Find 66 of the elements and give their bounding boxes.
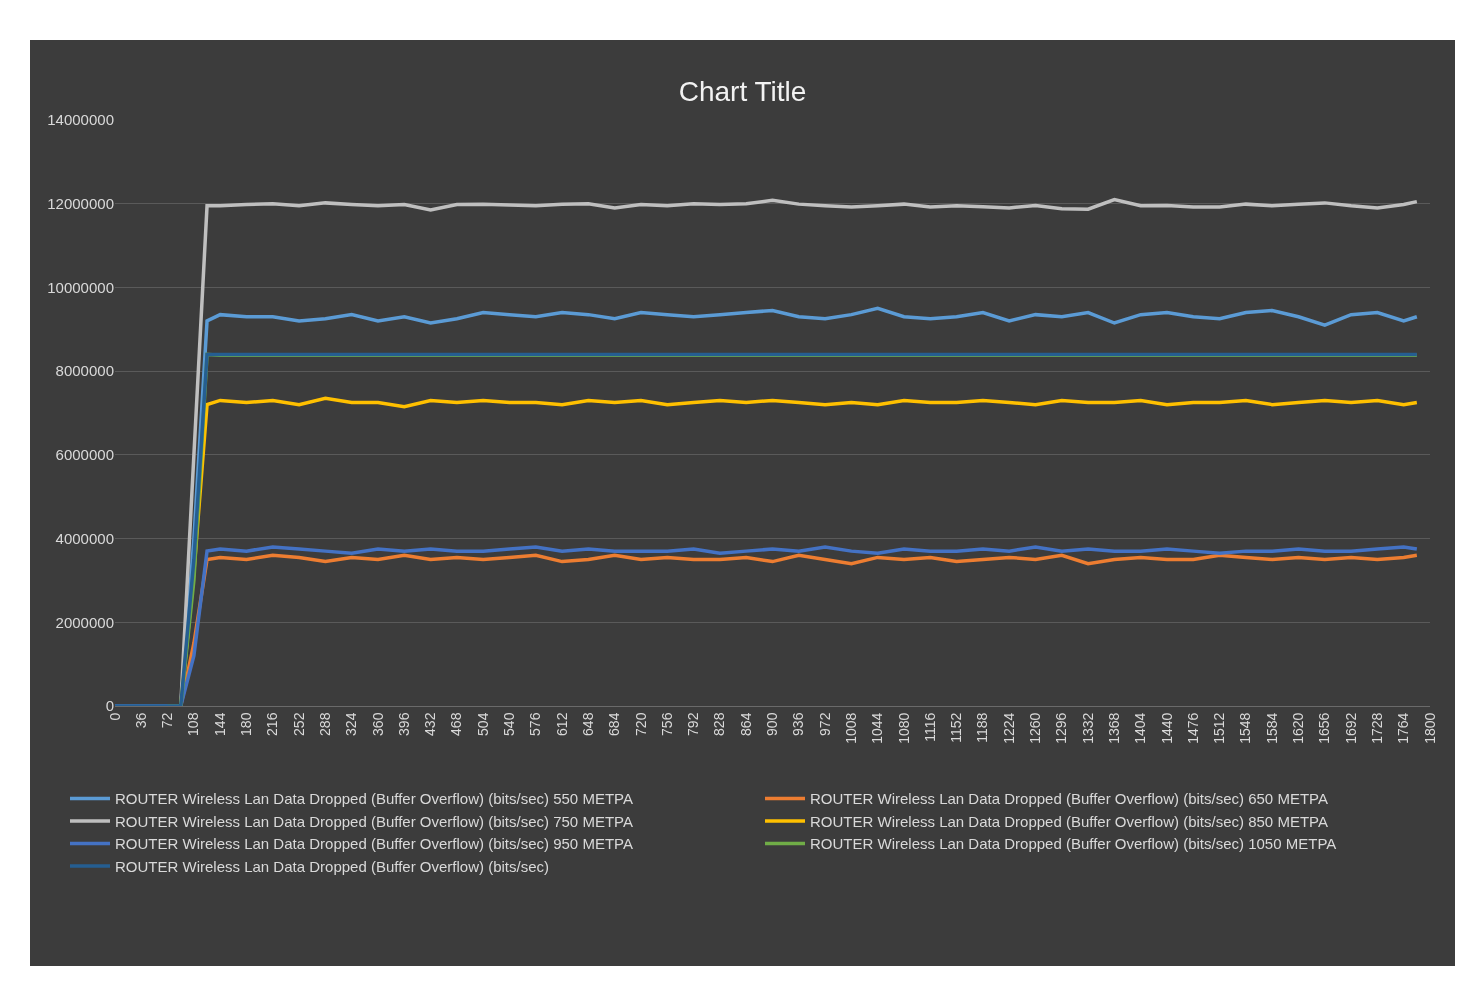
legend-label: ROUTER Wireless Lan Data Dropped (Buffer Overflow) (bits/sec) 950 METPA (115, 835, 633, 853)
y-tick-label: 12000000 (47, 194, 114, 212)
x-tick-label: 1728 (1368, 712, 1385, 744)
x-tick-label: 972 (816, 712, 833, 736)
legend-label: ROUTER Wireless Lan Data Dropped (Buffer Overflow) (bits/sec) 550 METPA (115, 790, 633, 808)
x-tick-label: 1044 (869, 712, 886, 744)
x-tick-label: 1224 (1000, 712, 1017, 744)
x-tick-label: 1368 (1105, 712, 1122, 744)
x-tick-label: 936 (790, 712, 807, 736)
x-tick-label: 324 (343, 712, 360, 736)
legend-label: ROUTER Wireless Lan Data Dropped (Buffer Overflow) (bits/sec) (115, 857, 550, 875)
x-tick-label: 1152 (948, 712, 965, 743)
x-tick-label: 648 (579, 712, 596, 736)
x-tick-label: 864 (737, 712, 754, 736)
legend-label: ROUTER Wireless Lan Data Dropped (Buffer Overflow) (bits/sec) 850 METPA (810, 812, 1328, 830)
x-tick-label: 1584 (1263, 712, 1280, 744)
x-tick-label: 36 (132, 712, 149, 729)
x-tick-label: 1764 (1395, 712, 1412, 744)
x-tick-label: 144 (211, 712, 228, 736)
x-tick-label: 1080 (895, 712, 912, 744)
x-tick-label: 720 (632, 712, 649, 736)
x-tick-label: 108 (185, 712, 202, 736)
x-tick-label: 1296 (1053, 712, 1070, 744)
x-tick-label: 612 (553, 712, 570, 736)
x-tick-label: 1116 (921, 712, 938, 742)
y-tick-label: 2000000 (55, 613, 114, 631)
x-tick-label: 396 (395, 712, 412, 736)
x-tick-label: 1332 (1079, 712, 1096, 744)
x-tick-label: 1692 (1342, 712, 1359, 744)
x-tick-label: 432 (422, 712, 439, 736)
x-tick-label: 0 (106, 712, 123, 721)
x-tick-label: 828 (711, 712, 728, 736)
x-tick-label: 900 (764, 712, 781, 736)
x-tick-label: 1008 (842, 712, 859, 744)
x-tick-label: 1260 (1027, 712, 1044, 744)
x-tick-label: 1404 (1132, 712, 1149, 744)
x-tick-label: 288 (316, 712, 333, 736)
x-tick-label: 468 (448, 712, 465, 736)
x-tick-label: 1656 (1316, 712, 1333, 744)
x-tick-label: 504 (474, 712, 491, 736)
y-tick-label: 4000000 (55, 529, 114, 547)
x-tick-label: 684 (606, 712, 623, 736)
x-tick-label: 252 (290, 712, 307, 736)
x-tick-label: 360 (369, 712, 386, 736)
x-tick-label: 1476 (1184, 712, 1201, 744)
x-tick-label: 576 (527, 712, 544, 736)
y-tick-label: 14000000 (47, 111, 114, 129)
x-tick-label: 756 (658, 712, 675, 736)
x-tick-label: 1620 (1290, 712, 1307, 744)
chart-title: Chart Title (678, 76, 807, 108)
y-tick-label: 10000000 (47, 278, 114, 296)
x-tick-label: 216 (264, 712, 281, 736)
x-tick-label: 540 (501, 712, 518, 736)
x-tick-label: 1512 (1211, 712, 1228, 744)
x-tick-label: 180 (238, 712, 255, 736)
x-tick-label: 1548 (1237, 712, 1254, 744)
y-tick-label: 6000000 (55, 446, 114, 464)
x-tick-label: 1800 (1421, 712, 1438, 744)
x-tick-label: 72 (159, 712, 176, 729)
legend-label: ROUTER Wireless Lan Data Dropped (Buffer Overflow) (bits/sec) 750 METPA (115, 812, 633, 830)
legend-label: ROUTER Wireless Lan Data Dropped (Buffer Overflow) (bits/sec) 650 METPA (810, 790, 1328, 808)
y-tick-label: 8000000 (55, 362, 114, 380)
x-tick-label: 1440 (1158, 712, 1175, 744)
legend-label: ROUTER Wireless Lan Data Dropped (Buffer Overflow) (bits/sec) 1050 METPA (810, 835, 1337, 853)
x-tick-label: 1188 (974, 712, 991, 743)
x-tick-label: 792 (685, 712, 702, 736)
